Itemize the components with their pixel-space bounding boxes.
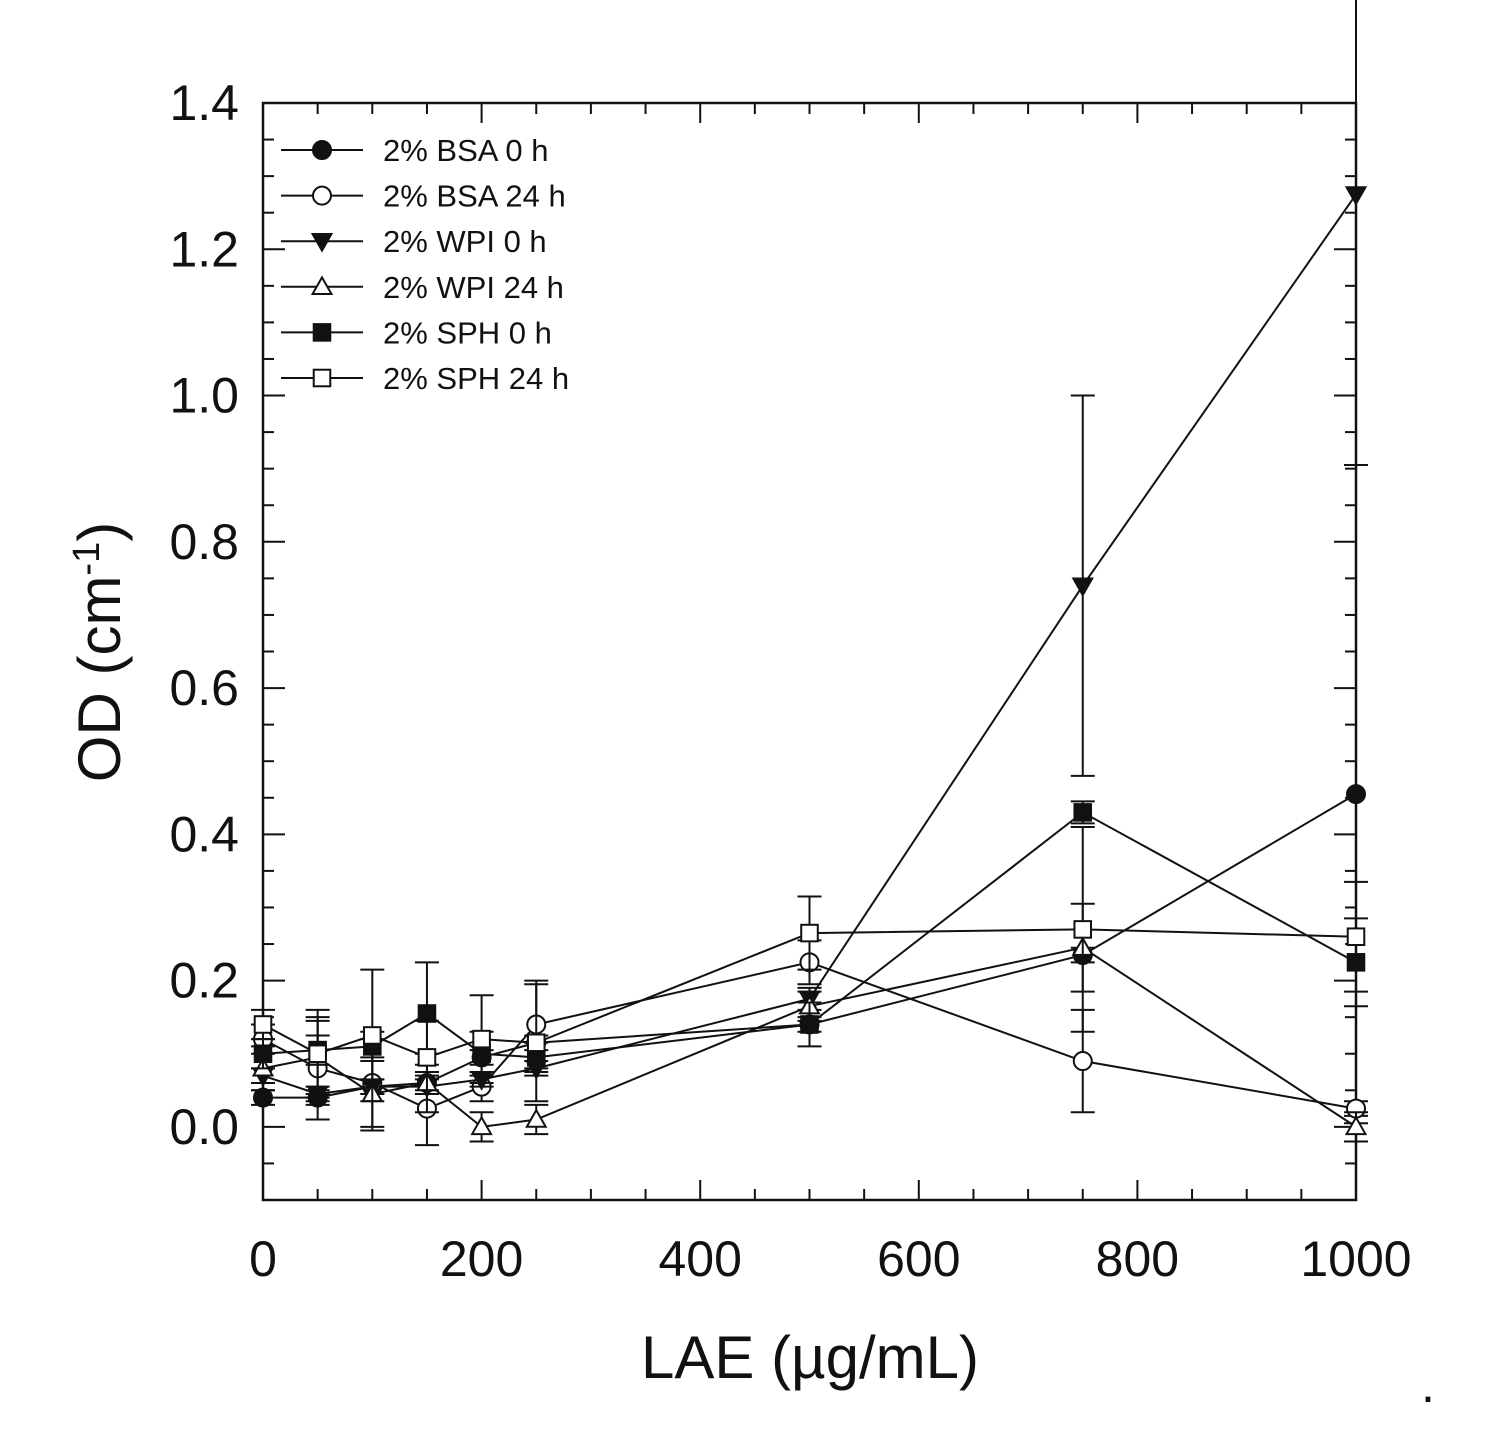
data-point [1073,803,1093,822]
y-tick-label: 0.8 [169,514,239,570]
data-point [253,1087,273,1108]
data-point [1072,1051,1093,1072]
legend-label: 2% SPH 0 h [383,315,552,350]
x-tick-label: 0 [249,1231,277,1287]
data-point [470,1115,493,1136]
data-point [417,1048,437,1067]
y-tick-label: 0.6 [169,660,239,716]
data-point [526,1033,546,1053]
legend-label: 2% WPI 0 h [383,224,547,259]
legend-marker [312,368,332,388]
footnote-dot: . [1421,1357,1435,1413]
data-point [1344,1115,1368,1136]
legend-entry: 2% WPI 24 h [281,270,564,305]
x-axis-label: LAE (µg/mL) [641,1324,979,1391]
data-point [1346,784,1366,805]
y-tick-label: 1.0 [169,368,239,424]
data-point [253,1015,273,1034]
legend-marker [310,275,334,295]
legend-entry: 2% WPI 0 h [281,224,547,259]
legend-label: 2% SPH 24 h [383,361,569,396]
y-axis-label: OD (cm-1) [66,522,133,782]
data-point [417,1004,437,1023]
data-point [1346,927,1366,947]
legend-marker [312,323,332,342]
x-tick-label: 1000 [1300,1231,1411,1287]
data-point [472,1029,491,1049]
legend-label: 2% BSA 0 h [383,133,548,168]
x-tick-label: 400 [658,1231,741,1287]
series-group [251,0,1368,1147]
data-point [363,1026,382,1045]
legend-marker [312,185,332,206]
legend-marker [312,140,332,160]
legend-entry: 2% BSA 0 h [281,133,548,168]
y-tick-label: 0.0 [169,1099,239,1155]
x-tick-label: 200 [440,1231,523,1287]
data-point [800,1015,819,1034]
data-point [253,1044,273,1064]
x-tick-label: 600 [877,1231,960,1287]
series-6 [251,826,1368,1103]
legend-entry: 2% SPH 24 h [281,361,569,396]
data-point [1073,920,1093,939]
legend-marker [310,233,334,253]
legend-entry: 2% BSA 24 h [281,179,566,214]
axes: 0 200 400 600 800 1000 0.0 0.2 0.4 0.6 0.8 1.0 1.2 1.… [169,75,1411,1287]
y-tick-label: 0.2 [169,953,239,1009]
y-tick-label: 1.2 [169,221,239,277]
data-point [1344,186,1368,206]
y-tick-label: 1.4 [169,75,239,131]
data-point [525,1108,548,1128]
legend-entry: 2% SPH 0 h [281,315,552,350]
y-tick-label: 0.4 [169,806,239,862]
x-tick-label: 800 [1096,1231,1179,1287]
legend-label: 2% WPI 24 h [383,270,564,305]
data-point [308,1044,327,1064]
data-point [800,923,819,943]
legend-label: 2% BSA 24 h [383,179,566,214]
data-point [1071,577,1094,598]
legend: 2% BSA 0 h 2% BSA 24 h 2% WPI 0 h 2% WPI 24… [281,133,569,396]
